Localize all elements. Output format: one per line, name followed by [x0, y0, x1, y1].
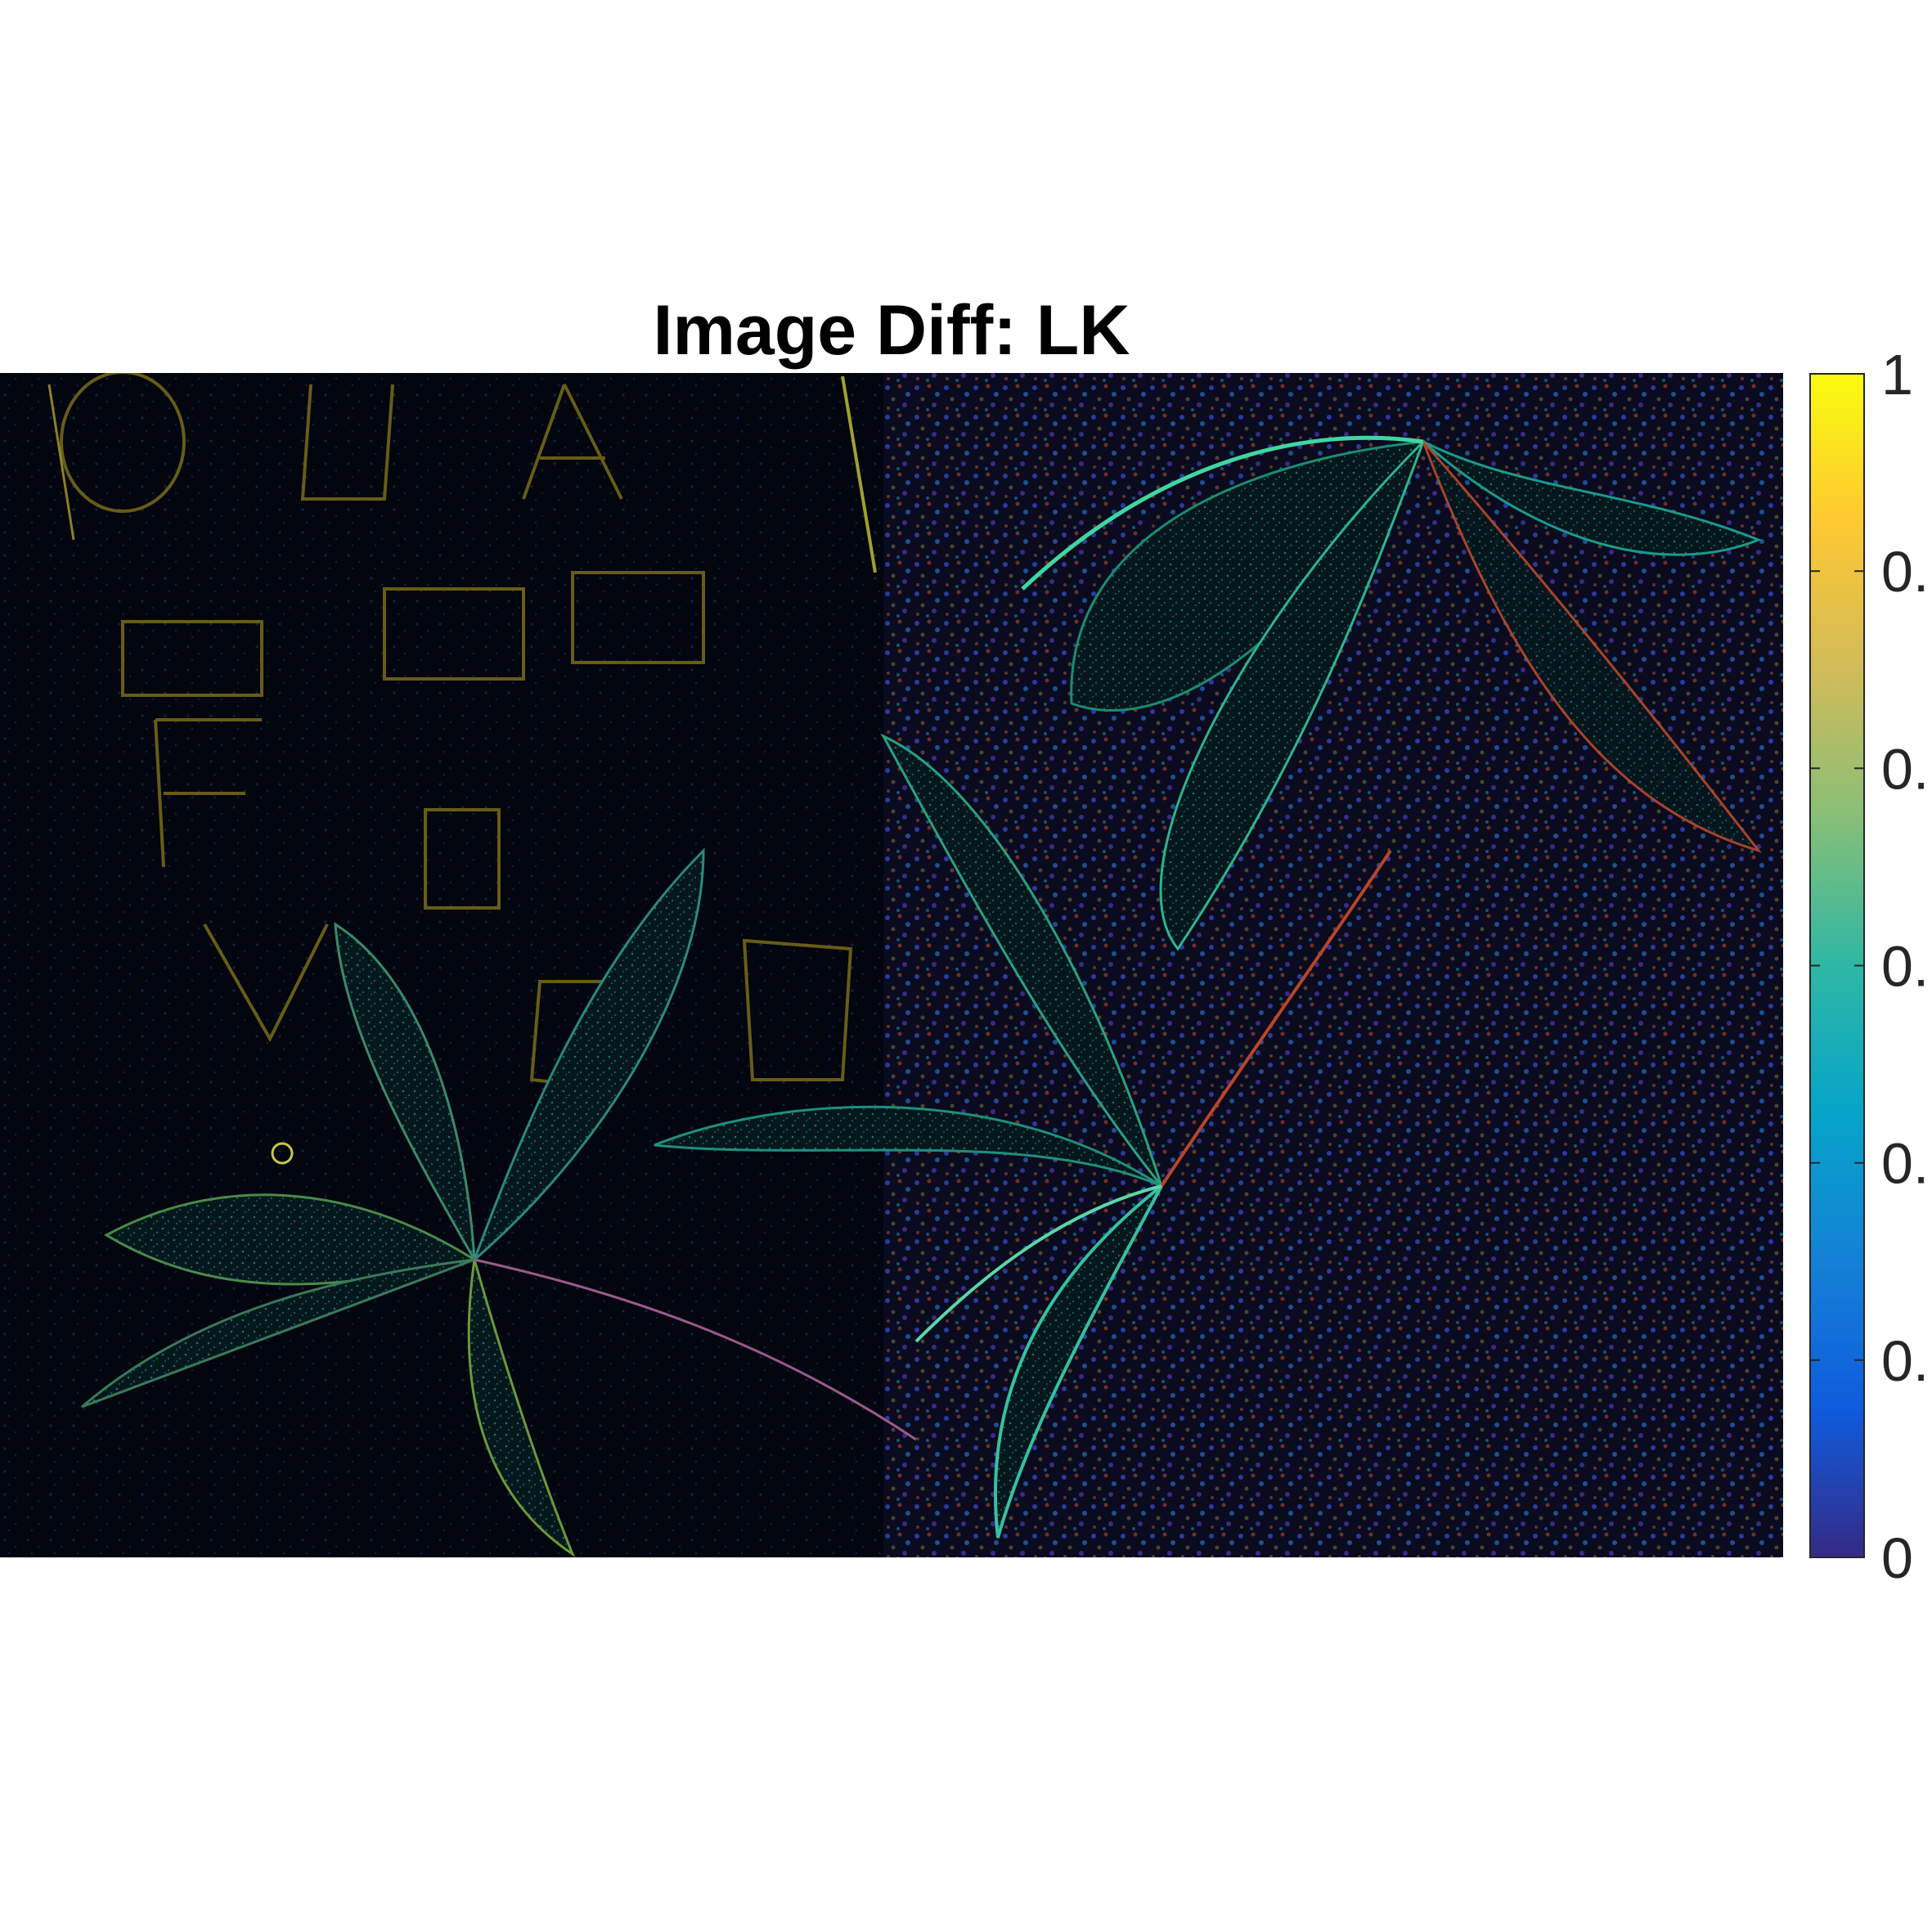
bright-streak: [47, 384, 75, 541]
leaf-cluster-upper-right: [1021, 435, 1763, 951]
colorbar-tick-labels: 0 0. 0. 0. 0. 0. 1: [1881, 343, 1929, 1590]
colorbar: 0 0. 0. 0. 0. 0. 1: [1809, 343, 1929, 1590]
colorbar-ticks: [1810, 373, 1864, 1558]
letter-outlines: [60, 373, 853, 1090]
colorbar-tick-label: 0.: [1881, 1329, 1929, 1393]
leaf-cluster-lower-left: [81, 847, 917, 1557]
diff-image: [0, 373, 1783, 1557]
colorbar-tick-label: 0: [1881, 1526, 1913, 1590]
bright-spot: [271, 1142, 294, 1165]
leaf-cluster-center: [654, 733, 1392, 1539]
colorbar-tick-label: 0.: [1881, 1132, 1929, 1196]
colorbar-tick-label: 0.: [1881, 935, 1929, 999]
colorbar-tick-label: 1: [1881, 343, 1913, 407]
colorbar-tick-label: 0.: [1881, 737, 1929, 801]
chart-title: Image Diff: LK: [654, 291, 1130, 370]
bright-streak: [841, 375, 877, 573]
colorbar-tick-label: 0.: [1881, 540, 1929, 604]
